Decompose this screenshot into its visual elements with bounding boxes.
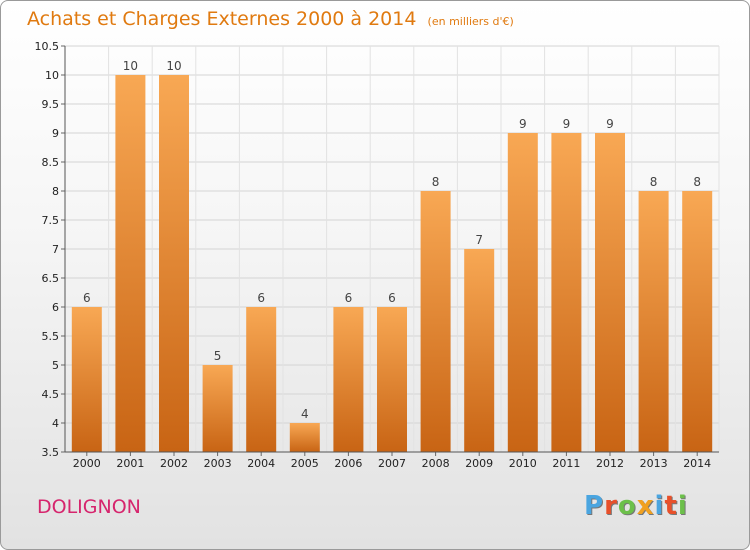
logo-letter: i	[654, 491, 665, 521]
bar-value-label: 9	[606, 117, 614, 131]
y-tick-label: 7	[52, 243, 59, 256]
x-tick-label: 2004	[247, 457, 275, 470]
chart-title-main: Achats et Charges Externes 2000 à 2014	[27, 8, 417, 30]
bar-value-label: 7	[475, 233, 483, 247]
y-tick-label: 4	[52, 417, 59, 430]
logo-letter: P	[584, 491, 605, 521]
axes	[61, 45, 719, 456]
bar-value-label: 9	[519, 117, 527, 131]
proxiti-logo: Proxiti	[584, 491, 688, 521]
bar	[71, 307, 102, 452]
bar-value-label: 4	[301, 407, 309, 421]
bar	[115, 75, 146, 452]
y-tick-label: 10	[45, 69, 59, 82]
x-tick-label: 2011	[552, 457, 580, 470]
x-tick-label: 2010	[509, 457, 537, 470]
bar-value-label: 6	[83, 291, 91, 305]
x-tick-label: 2005	[291, 457, 319, 470]
y-tick-label: 9	[52, 127, 59, 140]
commune-name: DOLIGNON	[37, 496, 141, 518]
logo-letter: x	[636, 491, 655, 521]
logo-letter: r	[604, 491, 618, 521]
logo-letter: i	[677, 491, 688, 521]
x-tick-label: 2014	[683, 457, 711, 470]
x-tick-label: 2000	[73, 457, 101, 470]
bar-value-label: 6	[257, 291, 265, 305]
chart-title: Achats et Charges Externes 2000 à 2014 (…	[27, 8, 514, 30]
y-tick-label: 5.5	[42, 330, 60, 343]
y-tick-label: 9.5	[42, 98, 60, 111]
bar	[420, 191, 451, 452]
y-tick-label: 7.5	[42, 214, 60, 227]
bar	[507, 133, 538, 452]
bar	[159, 75, 189, 452]
y-tick-label: 8	[52, 185, 59, 198]
bar	[246, 307, 277, 452]
y-tick-label: 6	[52, 301, 59, 314]
x-tick-label: 2001	[116, 457, 144, 470]
bar	[333, 307, 364, 452]
y-tick-label: 6.5	[42, 272, 60, 285]
x-tick-label: 2006	[334, 457, 362, 470]
bar-value-label: 5	[214, 349, 222, 363]
x-tick-label: 2007	[378, 457, 406, 470]
x-tick-label: 2003	[204, 457, 232, 470]
labels: 3.5 4 4.5 5 5.5 6 6.5 7 7.5 8 8.5 9 9.5 10 10.5 6 2000 10…	[35, 40, 712, 470]
bar-value-label: 8	[432, 175, 440, 189]
bar	[682, 191, 713, 452]
bar-value-label: 10	[123, 59, 138, 73]
bar-value-label: 8	[693, 175, 701, 189]
bar	[551, 133, 582, 452]
bar	[638, 191, 669, 452]
y-tick-label: 5	[52, 359, 59, 372]
x-tick-label: 2009	[465, 457, 493, 470]
bar	[595, 133, 625, 452]
logo-letter: t	[664, 491, 678, 521]
y-tick-label: 3.5	[42, 446, 60, 459]
bar	[202, 365, 233, 452]
bars	[71, 75, 713, 452]
y-tick-label: 8.5	[42, 156, 60, 169]
y-tick-label: 10.5	[35, 40, 60, 53]
bar-value-label: 6	[388, 291, 396, 305]
x-tick-label: 2013	[640, 457, 668, 470]
bar-value-label: 9	[563, 117, 571, 131]
logo-letter: o	[617, 491, 637, 521]
bar	[464, 249, 495, 452]
x-tick-label: 2002	[160, 457, 188, 470]
bar-value-label: 8	[650, 175, 658, 189]
bar-value-label: 6	[345, 291, 353, 305]
x-tick-label: 2012	[596, 457, 624, 470]
x-tick-label: 2008	[422, 457, 450, 470]
bar	[377, 307, 407, 452]
bar-value-label: 10	[166, 59, 181, 73]
chart-subtitle: (en milliers d'€)	[427, 15, 514, 28]
y-tick-label: 4.5	[42, 388, 60, 401]
bar	[289, 423, 320, 452]
